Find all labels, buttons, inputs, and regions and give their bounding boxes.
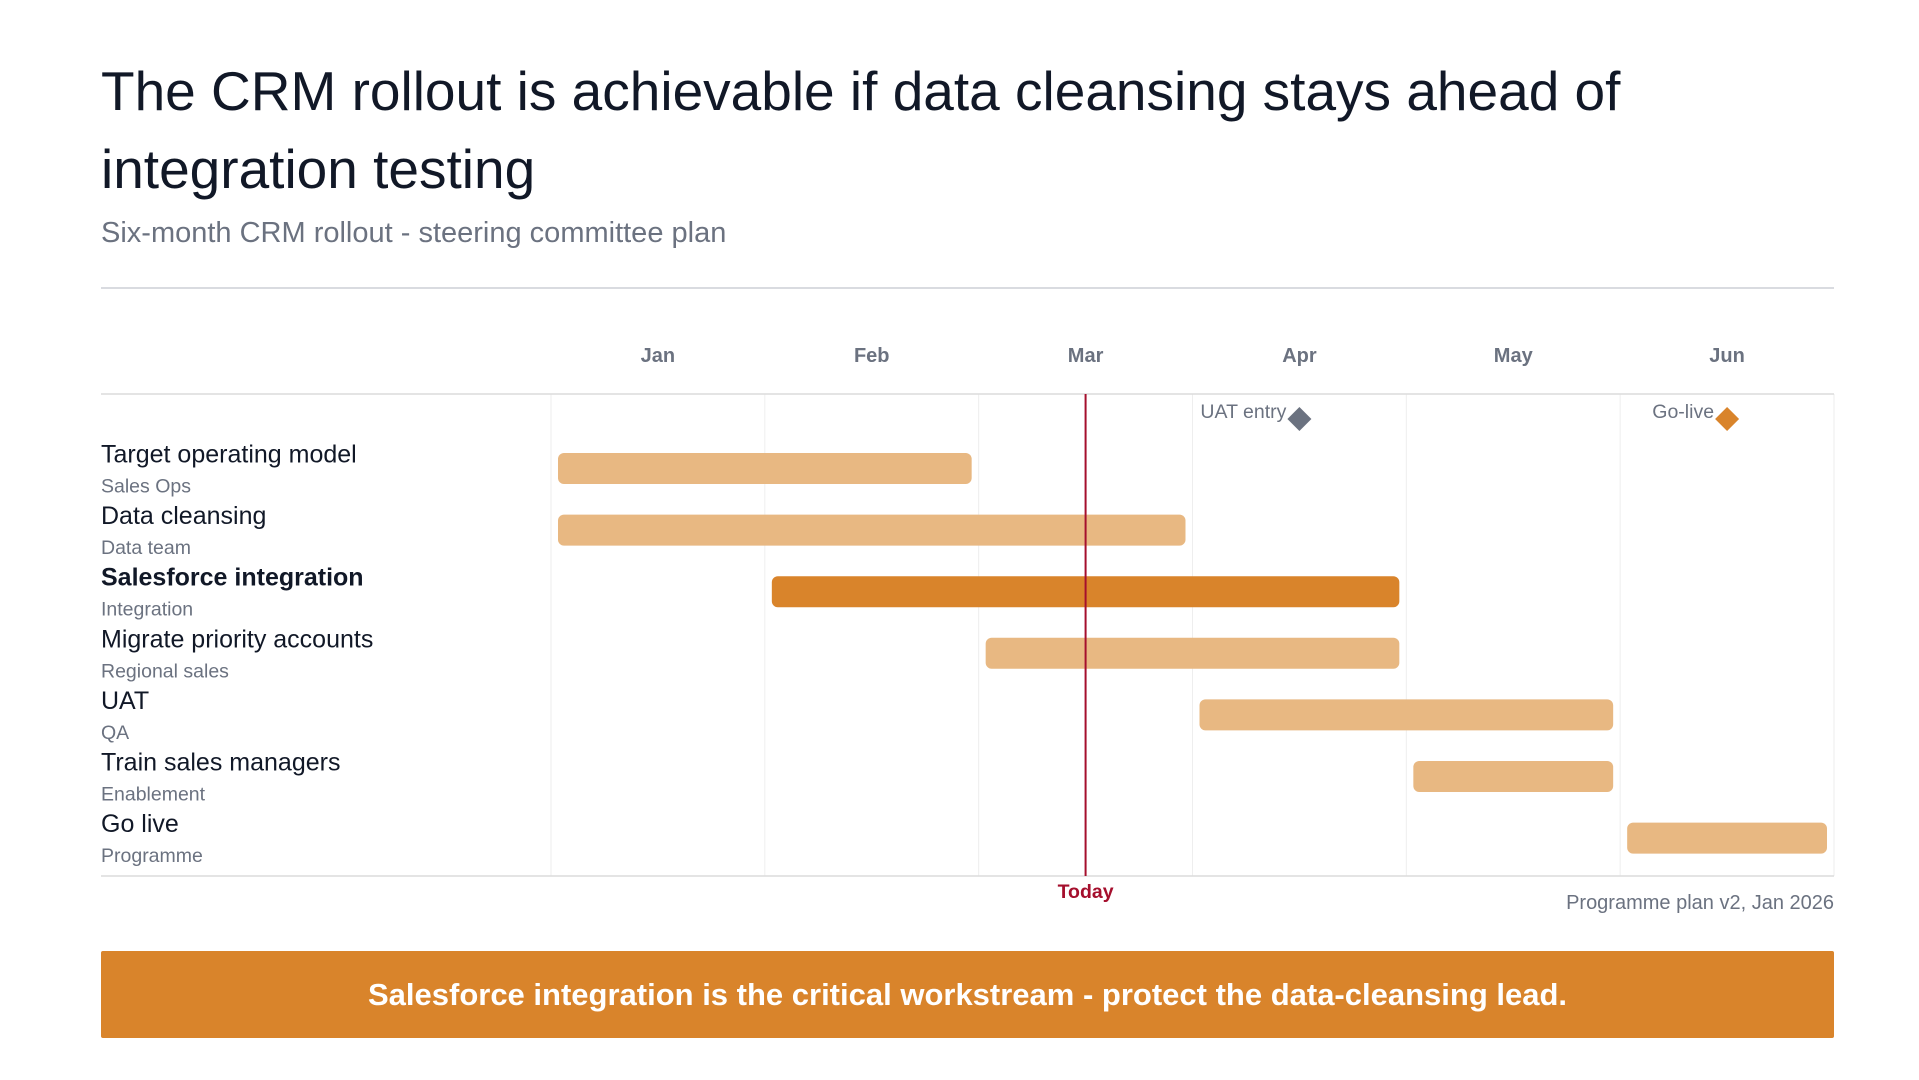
takeaway-banner: Salesforce integration is the critical w… — [101, 951, 1834, 1038]
month-label-mar: Mar — [1068, 345, 1104, 367]
task-bar — [1199, 699, 1614, 731]
banner-text: Salesforce integration is the critical w… — [367, 976, 1568, 1012]
task-name: Salesforce integration — [101, 564, 364, 592]
task-bar — [1627, 822, 1827, 854]
task-bar — [985, 637, 1400, 669]
footnote: Programme plan v2, Jan 2026 — [1566, 892, 1834, 914]
task-owner: Data team — [101, 537, 191, 559]
today-label: Today — [1058, 881, 1114, 903]
task-bar — [558, 453, 972, 484]
month-label-jan: Jan — [641, 345, 675, 367]
page-subtitle: Six-month CRM rollout - steering committ… — [101, 217, 727, 249]
month-label-may: May — [1494, 345, 1534, 367]
month-label-jun: Jun — [1709, 345, 1745, 367]
task-owner: Programme — [101, 845, 203, 867]
task-name: Migrate priority accounts — [101, 625, 373, 653]
month-label-feb: Feb — [854, 345, 890, 367]
task-name: Go live — [101, 810, 179, 838]
milestone-label: UAT entry — [1200, 401, 1286, 423]
milestone-diamond — [1715, 407, 1740, 431]
task-owner: Enablement — [101, 784, 206, 806]
task-name: Train sales managers — [101, 749, 340, 777]
task-name: UAT — [101, 687, 149, 715]
task-name: Data cleansing — [101, 502, 266, 530]
task-bar — [558, 514, 1186, 546]
page-title: The CRM rollout is achievable if data cl… — [101, 60, 1621, 200]
month-label-apr: Apr — [1282, 345, 1317, 367]
task-name: Target operating model — [101, 441, 357, 469]
task-bar — [1413, 761, 1614, 792]
header-divider — [101, 287, 1834, 289]
task-owner: Sales Ops — [101, 476, 191, 498]
milestone-label: Go-live — [1652, 401, 1714, 423]
milestone-diamond — [1287, 407, 1312, 431]
task-owner: Integration — [101, 599, 193, 621]
task-owner: QA — [101, 722, 129, 744]
task-owner: Regional sales — [101, 660, 229, 682]
